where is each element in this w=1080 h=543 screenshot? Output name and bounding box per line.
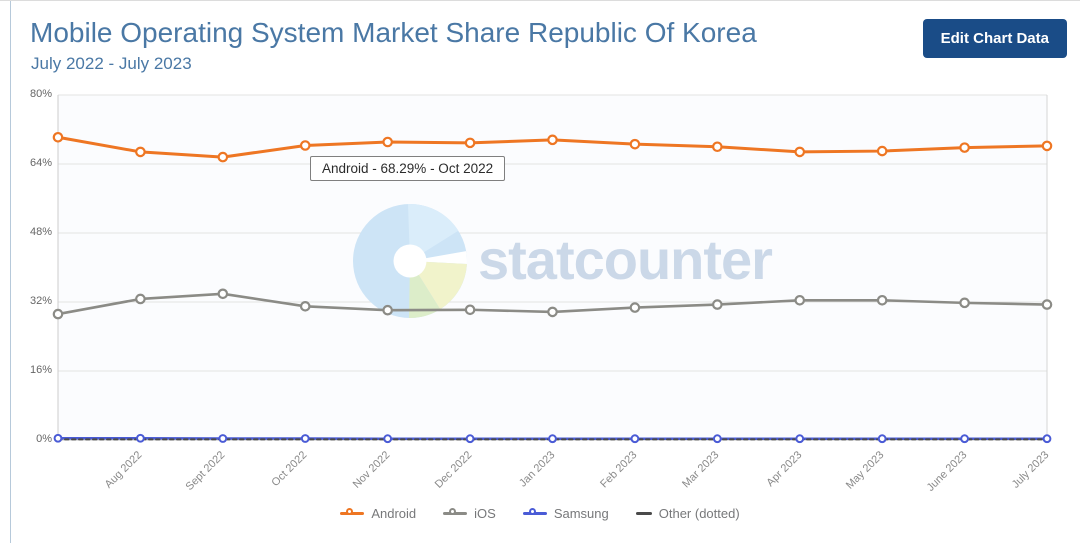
point-android-jan-2023[interactable] [547,134,558,146]
legend-marker-samsung-icon [522,507,547,520]
point-ios-oct-2022[interactable] [299,301,311,312]
point-ios-nov-2022[interactable] [382,304,393,316]
x-tick-sept-2022: Sept 2022 [183,449,228,493]
legend-item-ios: iOS [443,506,496,521]
point-android-july-2023[interactable] [1041,140,1053,152]
x-tick-jan-2023: Jan 2023 [516,449,557,490]
point-android-aug-2022[interactable] [135,146,146,158]
y-tick-0%: 0% [36,433,52,445]
x-tick-july-2023: July 2023 [1009,449,1052,491]
point-samsung-mar-2023[interactable] [712,434,722,444]
point-android-apr-2023[interactable] [794,146,806,158]
point-samsung-apr-2023[interactable] [795,434,805,444]
legend-marker-other-icon [635,507,652,520]
point-ios-dec-2022[interactable] [464,304,476,316]
x-tick-apr-2023: Apr 2023 [764,449,805,490]
y-tick-64%: 64% [29,157,52,169]
chart-legend: Android iOS Samsung Other (dotted) [0,506,1080,521]
legend-item-samsung: Samsung [522,506,609,521]
x-tick-oct-2022: Oct 2022 [269,449,310,490]
point-android-sept-2022[interactable] [217,151,229,163]
point-samsung-july-2022[interactable] [53,433,63,443]
point-ios-aug-2022[interactable] [135,293,146,305]
point-android-june-2023[interactable] [959,142,970,153]
y-tick-16%: 16% [29,364,52,376]
x-tick-mar-2023: Mar 2023 [680,449,722,491]
point-samsung-july-2023[interactable] [1042,434,1052,444]
point-samsung-oct-2022[interactable] [300,434,310,443]
legend-item-other: Other (dotted) [635,506,740,521]
edit-chart-data-button[interactable]: Edit Chart Data [922,19,1067,58]
point-ios-mar-2023[interactable] [712,299,723,310]
chart-tooltip: Android - 68.29% - Oct 2022 [310,156,506,181]
point-android-mar-2023[interactable] [712,141,723,153]
y-tick-48%: 48% [29,226,52,238]
point-ios-apr-2023[interactable] [794,294,806,306]
legend-label-samsung: Samsung [553,506,609,521]
point-samsung-may-2023[interactable] [877,434,887,444]
point-android-may-2023[interactable] [876,145,888,157]
legend-label-ios: iOS [474,506,496,521]
y-tick-80%: 80% [29,88,52,100]
left-divider [10,1,11,543]
page-subtitle: July 2022 - July 2023 [31,54,192,73]
point-ios-may-2023[interactable] [876,294,888,306]
point-android-oct-2022[interactable] [299,140,311,151]
legend-label-other: Other (dotted) [658,506,740,521]
x-tick-june-2023: June 2023 [924,449,970,494]
point-samsung-aug-2022[interactable] [136,433,145,443]
point-samsung-sept-2022[interactable] [218,434,228,443]
point-android-feb-2023[interactable] [629,138,641,150]
x-tick-feb-2023: Feb 2023 [598,449,640,491]
legend-label-android: Android [371,506,417,521]
x-tick-nov-2022: Nov 2022 [350,449,393,491]
x-tick-may-2023: May 2023 [843,449,887,492]
point-android-dec-2022[interactable] [464,137,476,149]
watermark-text: statcounter [478,228,773,291]
point-samsung-nov-2022[interactable] [383,434,393,444]
point-samsung-feb-2023[interactable] [630,434,640,444]
x-tick-dec-2022: Dec 2022 [432,449,475,491]
legend-marker-ios-icon [443,507,468,520]
point-android-nov-2022[interactable] [382,136,393,148]
point-samsung-june-2023[interactable] [960,434,969,444]
point-samsung-jan-2023[interactable] [548,434,557,444]
point-ios-july-2023[interactable] [1041,299,1053,310]
legend-item-android: Android [340,506,416,521]
point-ios-june-2023[interactable] [959,297,970,309]
x-tick-aug-2022: Aug 2022 [103,449,145,491]
point-ios-july-2022[interactable] [52,308,64,320]
point-android-july-2022[interactable] [52,131,64,143]
page-title: Mobile Operating System Market Share Rep… [30,17,757,48]
legend-marker-android-icon [340,507,365,520]
point-ios-sept-2022[interactable] [217,288,229,300]
statcounter-logo-icon [353,203,467,319]
y-tick-32%: 32% [29,295,52,307]
point-samsung-dec-2022[interactable] [465,434,475,444]
point-ios-feb-2023[interactable] [629,302,641,313]
point-ios-jan-2023[interactable] [547,306,558,318]
